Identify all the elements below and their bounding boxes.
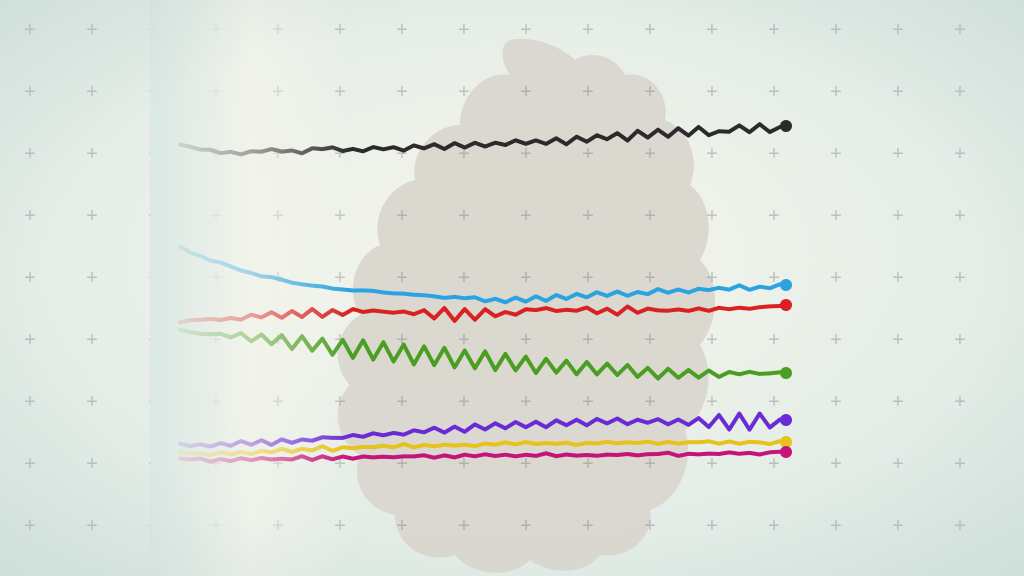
series-endpoint-black	[780, 120, 792, 132]
series-line-black	[180, 124, 780, 154]
series-endpoint-purple	[780, 414, 792, 426]
series-endpoint-magenta	[780, 446, 792, 458]
series-endpoint-blue	[780, 279, 792, 291]
series-line-red	[180, 306, 780, 322]
series-line-green	[180, 330, 780, 379]
series-line-blue	[180, 247, 780, 303]
series-endpoint-red	[780, 299, 792, 311]
chart-canvas: ++++++++++++++++++++++++++++++++++++++++…	[0, 0, 1024, 576]
polling-lines-chart	[0, 0, 1024, 576]
series-endpoint-green	[780, 367, 792, 379]
